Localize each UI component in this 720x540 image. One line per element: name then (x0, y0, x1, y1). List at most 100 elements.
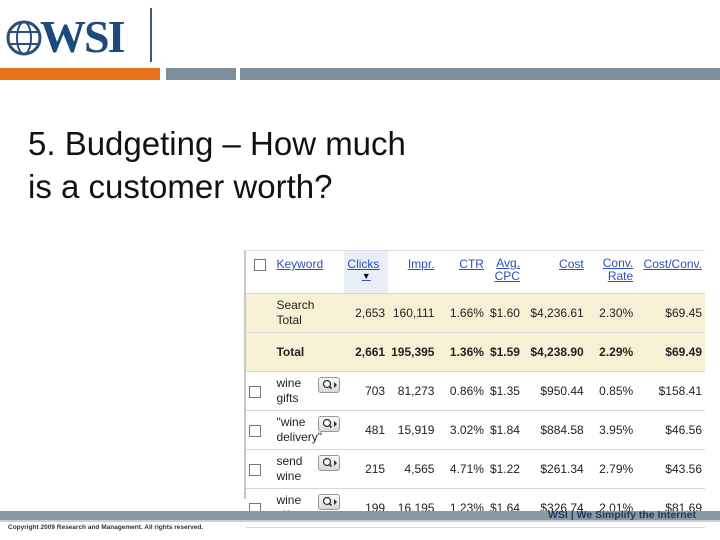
search-total-cost-conv: $69.45 (636, 293, 705, 333)
impr-cell: 81,273 (388, 371, 438, 411)
total-cpc: $1.59 (486, 332, 523, 372)
impr-cell: 15,919 (388, 410, 438, 450)
header-checkbox-cell (246, 251, 274, 294)
row-checkbox-cell (246, 371, 274, 411)
total-label: Total (273, 332, 345, 372)
total-impr: 195,395 (388, 332, 438, 372)
conv-rate-cell: 3.95% (586, 410, 637, 450)
total-cost-conv: $69.49 (636, 332, 705, 372)
keyword-line-1: send (276, 454, 303, 468)
row-checkbox[interactable] (249, 424, 261, 437)
search-total-row: Search Total 2,653 160,111 1.66% $1.60 $4… (246, 293, 705, 333)
search-total-impr: 160,111 (388, 293, 438, 333)
keyword-line-2: wine (276, 469, 302, 483)
conv-rate-cell: 2.79% (586, 449, 637, 489)
search-preview-icon[interactable] (318, 455, 341, 471)
title-line-2: is a customer worth? (28, 168, 333, 205)
search-total-cpc: $1.60 (486, 293, 523, 333)
total-conv-rate: 2.29% (586, 332, 637, 372)
keyword-line-2: gifts (276, 391, 299, 405)
header-impr[interactable]: Impr. (388, 251, 438, 294)
cost-cell: $261.34 (522, 449, 587, 489)
header-conv-rate[interactable]: Conv. Rate (586, 251, 637, 294)
keyword-cell: "wine delivery" (273, 410, 345, 450)
keyword-line-2: delivery" (276, 430, 323, 444)
header-impr-link[interactable]: Impr. (407, 257, 435, 271)
keyword-text: "wine delivery" (276, 415, 322, 445)
footer-bar (0, 511, 720, 520)
header-cost[interactable]: Cost (522, 251, 587, 294)
header-cpc-link[interactable]: CPC (494, 269, 520, 283)
header-rate-link[interactable]: Rate (607, 269, 634, 283)
header-avg-cpc[interactable]: Avg. CPC (486, 251, 523, 294)
table-cell (246, 332, 274, 372)
header-clicks-link[interactable]: Clicks (347, 257, 380, 271)
table-row: "wine delivery" 481 15,919 3.02% $1.84 $8… (246, 410, 705, 450)
ctr-cell: 4.71% (437, 449, 487, 489)
keyword-text: wine gifts (276, 376, 316, 406)
header-accent-bar (0, 68, 160, 80)
header-ctr-link[interactable]: CTR (459, 257, 484, 271)
header-avg-link[interactable]: Avg. (496, 256, 520, 270)
globe-icon (6, 20, 42, 56)
total-clicks: 2,661 (344, 332, 389, 372)
search-preview-icon[interactable] (318, 416, 341, 432)
header-keyword-link[interactable]: Keyword (276, 257, 324, 271)
cost-conv-cell: $43.56 (636, 449, 705, 489)
footer-tagline: WSI | We Simplify the Internet (548, 509, 697, 521)
total-ctr: 1.36% (437, 332, 487, 372)
logo-divider (150, 8, 152, 62)
search-total-ctr: 1.66% (437, 293, 487, 333)
header-bar-segment (240, 68, 720, 80)
header-keyword[interactable]: Keyword (273, 251, 345, 294)
row-checkbox[interactable] (249, 463, 261, 476)
cpc-cell: $1.22 (486, 449, 523, 489)
header-cost-conv-link[interactable]: Cost/Conv. (643, 257, 702, 271)
footer-bar-light (0, 520, 720, 522)
impr-cell: 4,565 (388, 449, 438, 489)
title-line-1: 5. Budgeting – How much (28, 125, 406, 162)
cpc-cell: $1.35 (486, 371, 523, 411)
wsi-logo: WSI (6, 6, 156, 64)
keyword-table: Keyword Clicks ▼ Impr. CTR Avg. CPC Cost C… (244, 250, 705, 528)
total-cost: $4,238.90 (522, 332, 587, 372)
header-ctr[interactable]: CTR (437, 251, 487, 294)
select-all-checkbox[interactable] (253, 258, 266, 271)
header-bar-segment (166, 68, 236, 80)
sort-desc-icon: ▼ (361, 271, 371, 281)
slide-title: 5. Budgeting – How much is a customer wo… (28, 122, 488, 208)
keyword-line-1: wine (276, 376, 302, 390)
header-cost-link[interactable]: Cost (559, 257, 584, 271)
cost-cell: $884.58 (522, 410, 587, 450)
table-header-row: Keyword Clicks ▼ Impr. CTR Avg. CPC Cost C… (246, 251, 705, 294)
header-conv-link[interactable]: Conv. (602, 256, 634, 270)
search-total-cost: $4,236.61 (522, 293, 587, 333)
table-row: send wine 215 4,565 4.71% $1.22 $261.34 2… (246, 449, 705, 489)
search-total-label: Search Total (273, 293, 345, 333)
header-clicks[interactable]: Clicks ▼ (344, 251, 389, 294)
table-row: wine gifts 703 81,273 0.86% $1.35 $950.44… (246, 371, 705, 411)
total-row: Total 2,661 195,395 1.36% $1.59 $4,238.9… (246, 332, 705, 372)
search-preview-icon[interactable] (318, 377, 341, 393)
row-checkbox[interactable] (249, 385, 261, 398)
clicks-cell: 481 (344, 410, 389, 450)
ctr-cell: 3.02% (437, 410, 487, 450)
keyword-text: send wine (276, 454, 316, 484)
header-cost-conv[interactable]: Cost/Conv. (636, 251, 705, 294)
logo-text: WSI (40, 11, 125, 62)
cost-cell: $950.44 (522, 371, 587, 411)
cpc-cell: $1.84 (486, 410, 523, 450)
search-preview-icon[interactable] (318, 494, 341, 510)
ctr-cell: 0.86% (437, 371, 487, 411)
keyword-line-1: "wine (276, 415, 306, 429)
search-total-label-2: Total (276, 313, 302, 327)
row-checkbox-cell (246, 449, 274, 489)
keyword-cell: wine gifts (273, 371, 345, 411)
row-checkbox-cell (246, 410, 274, 450)
keyword-cell: send wine (273, 449, 345, 489)
cost-conv-cell: $46.56 (636, 410, 705, 450)
cost-conv-cell: $158.41 (636, 371, 705, 411)
table-cell (246, 293, 274, 333)
clicks-cell: 703 (344, 371, 389, 411)
keyword-line-1: wine (276, 493, 302, 507)
